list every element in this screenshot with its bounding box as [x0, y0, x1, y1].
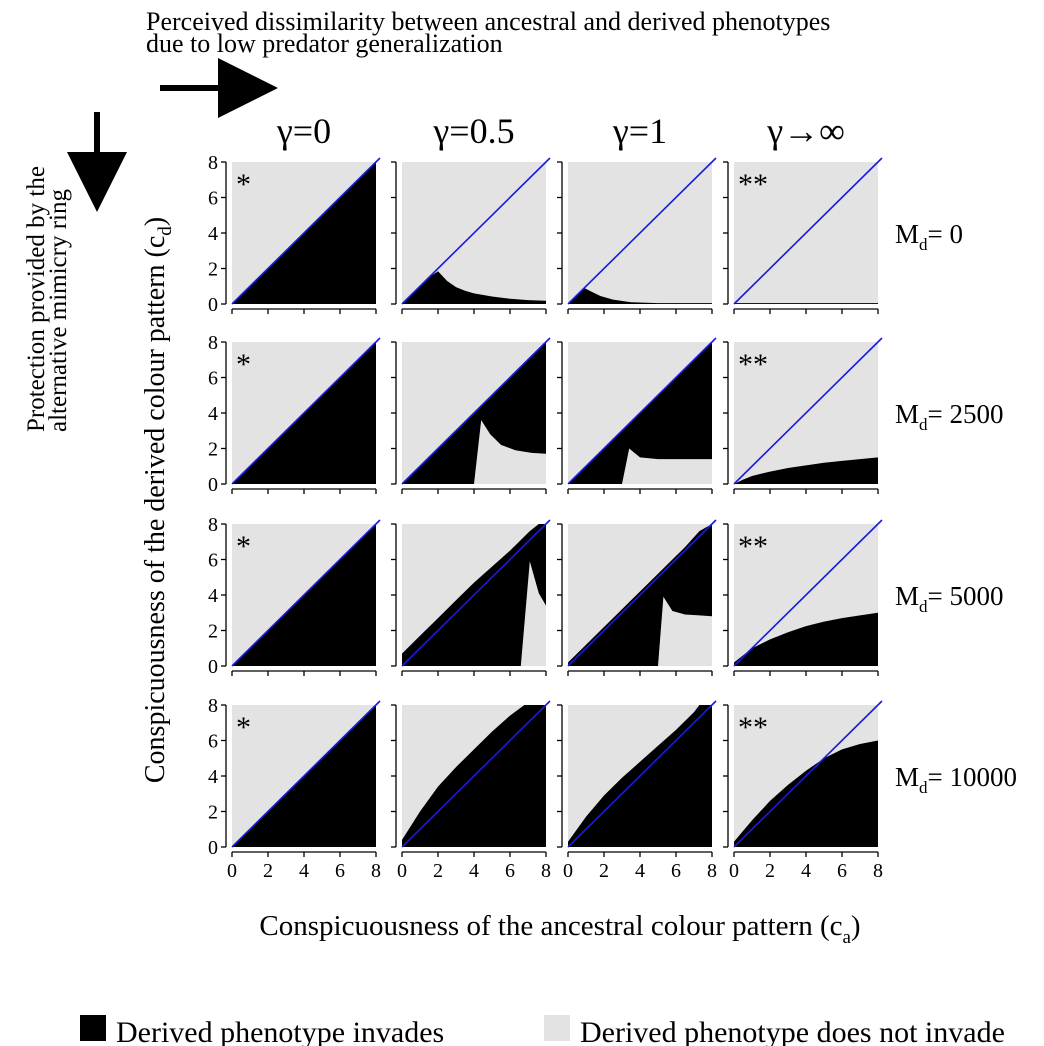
y-tick-label: 0 [208, 837, 218, 859]
diagonal-line [231, 700, 381, 848]
y-tick-label: 8 [208, 695, 218, 717]
x-tick-label: 0 [397, 860, 407, 882]
diagonal-line [733, 700, 883, 848]
x-tick-label: 8 [541, 860, 551, 882]
y-tick-label: 8 [208, 514, 218, 536]
legend-swatch-not-invades [544, 1015, 570, 1041]
top-annotation-line1: Perceived dissimilarity between ancestra… [146, 7, 830, 36]
row-label: Md= 5000 [895, 581, 1004, 616]
x-tick-label: 4 [801, 860, 811, 882]
x-tick-label: 2 [599, 860, 609, 882]
asterisk-marker: * [236, 530, 251, 563]
y-tick-label: 6 [208, 550, 218, 572]
column-header: γ=1 [612, 111, 667, 151]
x-tick-label: 0 [563, 860, 573, 882]
x-tick-label: 0 [227, 860, 237, 882]
invasion-region [734, 740, 878, 847]
x-tick-label: 0 [729, 860, 739, 882]
diagonal-line [733, 337, 883, 485]
x-tick-label: 2 [765, 860, 775, 882]
invasion-region [568, 288, 712, 304]
column-header: γ=0 [276, 111, 331, 151]
y-tick-label: 2 [208, 259, 218, 281]
invasion-region [734, 303, 878, 304]
legend-label-invades: Derived phenotype invades [116, 1016, 444, 1046]
diagonal-line [567, 337, 717, 485]
invasion-region [734, 612, 878, 666]
column-header: γ=0.5 [432, 111, 514, 151]
y-tick-label: 6 [208, 188, 218, 210]
y-tick-label: 8 [208, 152, 218, 174]
y-tick-label: 2 [208, 439, 218, 461]
y-axis-label: Conspicuousness of the derived colour pa… [140, 217, 176, 783]
y-tick-label: 4 [208, 766, 218, 788]
x-tick-label: 2 [263, 860, 273, 882]
y-tick-label: 0 [208, 294, 218, 316]
x-tick-label: 8 [707, 860, 717, 882]
y-tick-label: 8 [208, 332, 218, 354]
top-annotation-line2: due to low predator generalization [146, 29, 503, 58]
x-tick-label: 6 [505, 860, 515, 882]
asterisk-marker: * [236, 348, 251, 381]
asterisk-marker: ** [738, 168, 768, 201]
diagonal-line [733, 519, 883, 667]
diagonal-line [231, 519, 381, 667]
diagonal-line [231, 157, 381, 305]
x-axis-label: Conspicuousness of the ancestral colour … [259, 910, 860, 948]
invasion-region [734, 457, 878, 484]
y-tick-label: 4 [208, 223, 218, 245]
diagonal-line [567, 157, 717, 305]
y-tick-label: 0 [208, 474, 218, 496]
x-tick-label: 8 [371, 860, 381, 882]
column-header: γ→∞ [766, 111, 845, 151]
diagonal-line [401, 700, 551, 848]
legend: Derived phenotype invades Derived phenot… [80, 1015, 1005, 1046]
x-tick-label: 6 [837, 860, 847, 882]
y-tick-label: 2 [208, 802, 218, 824]
x-tick-label: 6 [335, 860, 345, 882]
y-tick-label: 4 [208, 403, 218, 425]
asterisk-marker: * [236, 711, 251, 744]
row-label: Md= 2500 [895, 399, 1004, 434]
left-annotation-line1: Protection provided by the [23, 166, 50, 432]
row-label: Md= 0 [895, 219, 963, 254]
x-tick-label: 4 [299, 860, 309, 882]
y-tick-label: 0 [208, 656, 218, 678]
asterisk-marker: ** [738, 711, 768, 744]
y-tick-label: 6 [208, 368, 218, 390]
y-tick-label: 6 [208, 731, 218, 753]
diagonal-line [401, 337, 551, 485]
diagonal-line [567, 519, 717, 667]
x-tick-label: 6 [671, 860, 681, 882]
diagonal-line [567, 700, 717, 848]
y-tick-label: 4 [208, 585, 218, 607]
x-tick-label: 2 [433, 860, 443, 882]
panel-grid: γ=0 γ=0.5 γ=1 γ→∞ Md= 0 Md= 2500 Md= 5000 Md= 1… [208, 111, 1017, 882]
diagonal-line [231, 337, 381, 485]
diagonal-line [401, 519, 551, 667]
x-tick-label: 8 [873, 860, 883, 882]
left-annotation-line2: alternative mimicry ring [45, 189, 72, 432]
row-label: Md= 10000 [895, 762, 1017, 797]
legend-swatch-invades [80, 1015, 106, 1041]
legend-label-not-invades: Derived phenotype does not invade [580, 1016, 1005, 1046]
left-annotation: Protection provided by the alternative m… [23, 166, 72, 432]
asterisk-marker: * [236, 168, 251, 201]
asterisk-marker: ** [738, 530, 768, 563]
diagonal-line [401, 157, 551, 305]
invasion-region [402, 271, 546, 304]
diagonal-line [733, 157, 883, 305]
asterisk-marker: ** [738, 348, 768, 381]
x-tick-label: 4 [635, 860, 645, 882]
x-tick-label: 4 [469, 860, 479, 882]
y-tick-label: 2 [208, 621, 218, 643]
